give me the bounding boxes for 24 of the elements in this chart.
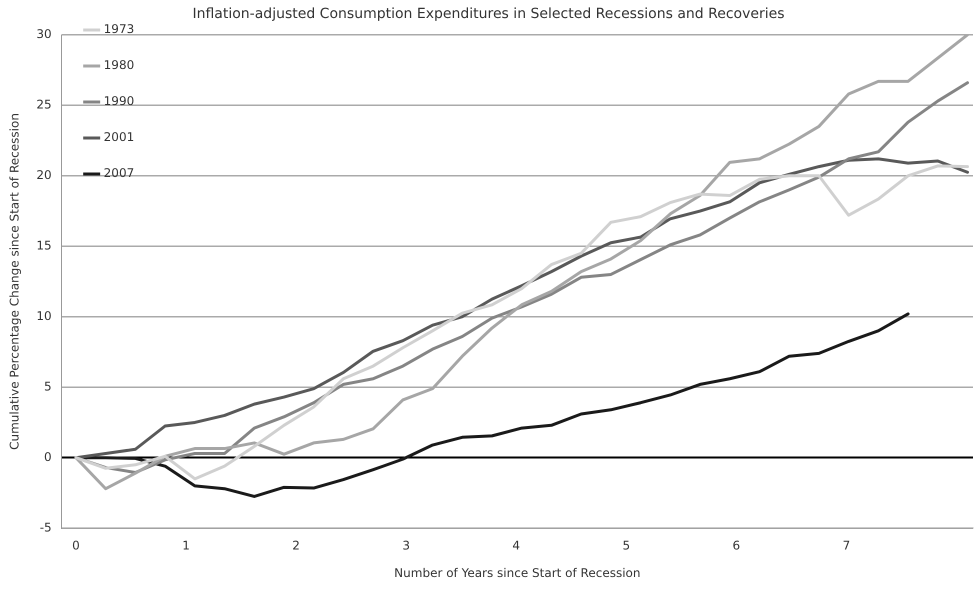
x-tick-label: 0 bbox=[72, 538, 80, 553]
x-tick-label: 7 bbox=[842, 538, 850, 553]
legend-label: 1990 bbox=[104, 94, 134, 108]
y-tick-label: 15 bbox=[36, 238, 52, 252]
x-tick-label: 2 bbox=[292, 538, 300, 553]
x-tick-label: 4 bbox=[512, 538, 520, 553]
y-tick-label: 20 bbox=[36, 168, 52, 182]
x-tick-label: 6 bbox=[732, 538, 740, 553]
y-tick-label: -5 bbox=[40, 520, 52, 534]
y-tick-label: 30 bbox=[36, 26, 52, 41]
y-tick-label: 25 bbox=[36, 97, 52, 112]
y-tick-label: 5 bbox=[44, 379, 52, 394]
x-tick-label: 3 bbox=[402, 538, 410, 553]
y-tick-label: 0 bbox=[44, 450, 52, 464]
legend-label: 1973 bbox=[104, 22, 134, 36]
x-axis-title: Number of Years since Start of Recession bbox=[394, 566, 640, 580]
x-tick-label: 5 bbox=[622, 538, 630, 553]
chart-title: Inflation-adjusted Consumption Expenditures in Selected Recessions and Recoveries bbox=[192, 6, 785, 22]
y-axis-title: Cumulative Percentage Change since Start of Recession bbox=[7, 113, 22, 450]
legend-label: 2007 bbox=[104, 166, 134, 180]
legend-label: 1980 bbox=[104, 58, 134, 72]
x-tick-label: 1 bbox=[182, 538, 190, 553]
y-tick-label: 10 bbox=[36, 308, 52, 323]
legend-label: 2001 bbox=[104, 130, 134, 144]
